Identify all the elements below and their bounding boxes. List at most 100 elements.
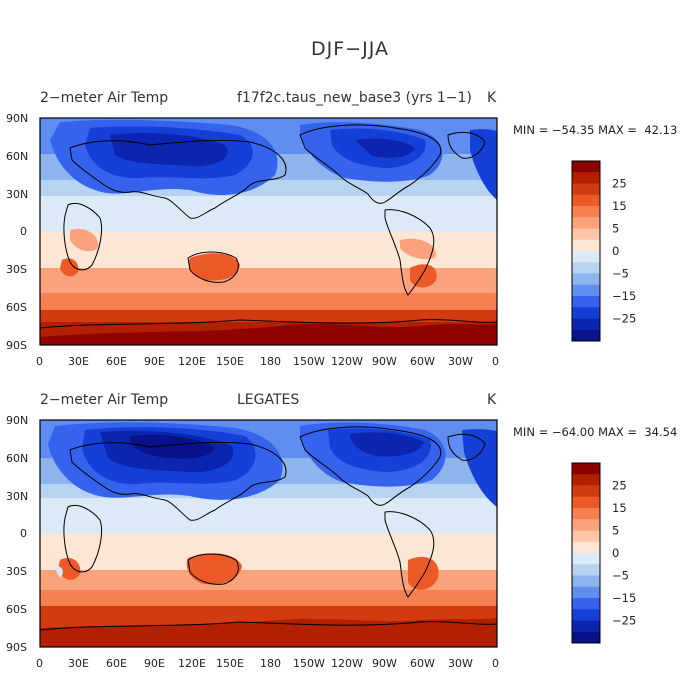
- lon-tick-label: 90E: [144, 355, 165, 368]
- coastlines: [40, 124, 497, 329]
- lon-tick-label: 0: [36, 355, 43, 368]
- lat-tick-label: 90S: [6, 339, 27, 352]
- colorbar-label: 5: [612, 222, 619, 236]
- colorbar-swatch: [572, 239, 600, 252]
- lon-tick-labels: 0 30E 60E 90E 120E 150E 180 150W 120W 90…: [36, 657, 499, 670]
- lat-tick-label: 30S: [6, 263, 27, 276]
- colorbar-swatch: [572, 329, 600, 342]
- lat-tick-label: 30N: [6, 188, 28, 201]
- lon-tick-label: 120W: [331, 657, 363, 670]
- lon-tick-label: 150E: [216, 355, 244, 368]
- colorbar-swatch: [572, 251, 600, 263]
- colorbar-swatch: [572, 273, 600, 286]
- min-max-readout: MIN = −54.35 MAX = 42.13: [513, 123, 678, 137]
- lat-tick-label: 90N: [6, 112, 28, 125]
- colorbar-swatch: [572, 598, 600, 610]
- colorbar-label: −25: [612, 312, 636, 326]
- colorbar-swatch: [572, 463, 600, 475]
- lon-tick-label: 0: [492, 657, 499, 670]
- lon-tick-label: 120E: [178, 355, 206, 368]
- lat-tick-label: 60N: [6, 452, 28, 465]
- field-title: 2−meter Air Temp: [40, 392, 169, 408]
- min-max-readout: MIN = −64.00 MAX = 34.54: [513, 425, 678, 439]
- colorbar-swatch: [572, 508, 600, 520]
- map-panel-model: 2−meter Air Temp f17f2c.taus_new_base3 (…: [0, 90, 700, 395]
- lon-tick-label: 60E: [106, 355, 127, 368]
- lon-tick-label: 30W: [448, 355, 473, 368]
- lat-tick-label: 0: [20, 527, 27, 540]
- colorbar-swatch: [572, 228, 600, 241]
- colorbar-label: 25: [612, 177, 627, 191]
- field-title: 2−meter Air Temp: [40, 90, 169, 106]
- colorbar-swatch: [572, 284, 600, 297]
- colorbar: 25 15 5 0 −5 −15 −25: [571, 462, 636, 644]
- colorbar-swatch: [572, 474, 600, 486]
- colorbar-swatch: [572, 530, 600, 543]
- lon-tick-label: 60W: [410, 657, 435, 670]
- lat-tick-label: 90S: [6, 641, 27, 654]
- colorbar: 25 15 5 0 −5 −15 −25: [571, 160, 636, 342]
- units-label: K: [487, 392, 497, 408]
- colorbar-frame: [571, 160, 601, 342]
- map-panel-obs: 2−meter Air Temp LEGATES K MIN = −64.00 …: [0, 392, 700, 697]
- colorbar-frame: [571, 462, 601, 644]
- lon-tick-label: 60W: [410, 355, 435, 368]
- colorbar-swatch: [572, 609, 600, 621]
- map-plot-model: 90N 60N 30N 0 30S 60S 90S 0 30E 60E 90E …: [6, 112, 636, 368]
- colorbar-label: 5: [612, 524, 619, 538]
- lon-tick-label: 90E: [144, 657, 165, 670]
- lat-tick-label: 60S: [6, 603, 27, 616]
- colorbar-swatch: [572, 485, 600, 498]
- colorbar-swatch: [572, 183, 600, 196]
- temperature-field: [40, 118, 497, 345]
- lat-tick-label: 0: [20, 225, 27, 238]
- colorbar-swatch: [572, 262, 600, 274]
- map-plot-obs: 90N 60N 30N 0 30S 60S 90S 0 30E 60E 90E …: [6, 414, 636, 670]
- coastlines: [40, 426, 497, 631]
- lon-tick-label: 30W: [448, 657, 473, 670]
- colorbar-swatch: [572, 161, 600, 173]
- lat-tick-label: 90N: [6, 414, 28, 427]
- map-frame: [39, 117, 498, 346]
- lon-tick-label: 120W: [331, 355, 363, 368]
- lon-tick-label: 150E: [216, 657, 244, 670]
- lat-tick-label: 30S: [6, 565, 27, 578]
- lat-tick-label: 60S: [6, 301, 27, 314]
- map-frame: [39, 419, 498, 648]
- case-title: f17f2c.taus_new_base3 (yrs 1−1): [237, 90, 472, 106]
- case-title: LEGATES: [237, 392, 300, 408]
- colorbar-swatch: [572, 564, 600, 576]
- colorbar-swatch: [572, 519, 600, 531]
- lon-tick-label: 30E: [68, 657, 89, 670]
- lat-tick-labels: 90N 60N 30N 0 30S 60S 90S: [6, 414, 28, 654]
- units-label: K: [487, 90, 497, 106]
- lon-tick-label: 180: [260, 355, 281, 368]
- colorbar-label: 0: [612, 546, 619, 560]
- colorbar-label: −25: [612, 614, 636, 628]
- colorbar-swatch: [572, 307, 600, 319]
- colorbar-swatch: [572, 575, 600, 588]
- lon-tick-label: 0: [36, 657, 43, 670]
- colorbar-swatch: [572, 172, 600, 184]
- colorbar-swatch: [572, 296, 600, 308]
- temperature-field: [40, 420, 497, 647]
- lon-tick-label: 90W: [372, 657, 397, 670]
- lon-tick-label: 150W: [293, 657, 325, 670]
- lon-tick-label: 30E: [68, 355, 89, 368]
- colorbar-label: −5: [612, 267, 629, 281]
- colorbar-swatch: [572, 206, 600, 218]
- lon-tick-label: 60E: [106, 657, 127, 670]
- lon-tick-label: 180: [260, 657, 281, 670]
- figure-title: DJF−JJA: [311, 38, 389, 60]
- colorbar-swatch: [572, 586, 600, 599]
- colorbar-swatch: [572, 553, 600, 565]
- colorbar-label: 0: [612, 244, 619, 258]
- colorbar-label: −15: [612, 591, 636, 605]
- colorbar-swatch: [572, 631, 600, 644]
- lat-tick-labels: 90N 60N 30N 0 30S 60S 90S: [6, 112, 28, 352]
- colorbar-swatch: [572, 194, 600, 207]
- colorbar-swatch: [572, 217, 600, 229]
- colorbar-swatch: [572, 318, 600, 331]
- lon-tick-label: 150W: [293, 355, 325, 368]
- colorbar-label: 25: [612, 479, 627, 493]
